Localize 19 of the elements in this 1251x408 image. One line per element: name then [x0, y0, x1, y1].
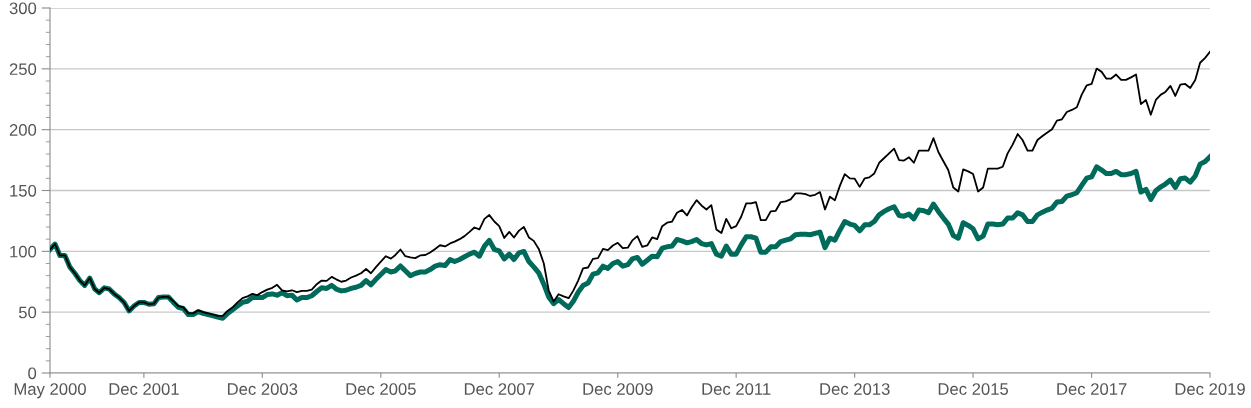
x-tick-label: May 2000	[14, 383, 86, 399]
x-tick-label: Dec 2007	[464, 383, 535, 395]
x-tick-label: Dec 2001	[109, 383, 179, 395]
y-tick-label: 200	[9, 124, 37, 136]
line-series	[50, 50, 1210, 317]
x-tick-label: Dec 2009	[583, 383, 653, 395]
y-tick-label: 250	[9, 63, 37, 76]
x-tick-label: Dec 2019	[1175, 383, 1245, 395]
x-tick-label: Dec 2003	[227, 383, 298, 395]
y-tick-label: 300	[9, 2, 37, 15]
x-tick-label: Dec 2015	[938, 383, 1009, 395]
y-tick-label: 100	[10, 245, 37, 258]
x-tick-label: Dec 2011	[702, 383, 771, 395]
x-tick-label: Dec 2017	[1057, 383, 1127, 395]
y-tick-label: 50	[18, 306, 37, 319]
x-tick-label: Dec 2005	[346, 383, 416, 395]
x-tick-label: Dec 2013	[820, 383, 890, 395]
y-tick-label: 0	[28, 367, 37, 380]
y-tick-label: 150	[10, 184, 37, 197]
